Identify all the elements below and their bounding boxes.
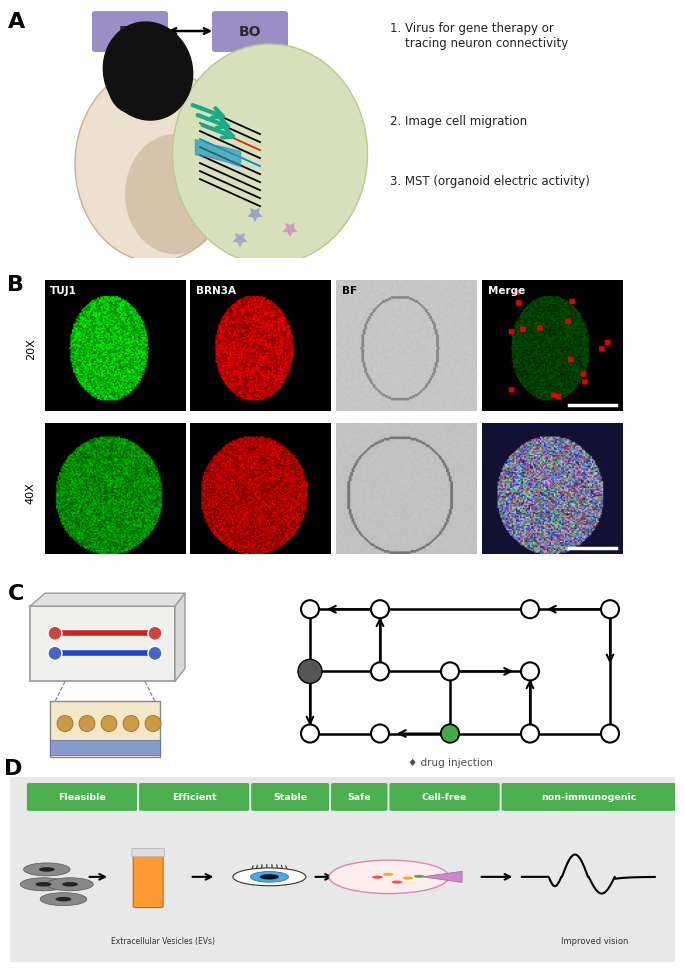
Text: 2. Image cell migration: 2. Image cell migration xyxy=(390,115,527,128)
Ellipse shape xyxy=(103,22,193,121)
FancyBboxPatch shape xyxy=(92,12,168,53)
Circle shape xyxy=(47,878,93,891)
Text: C: C xyxy=(8,583,25,604)
Circle shape xyxy=(148,647,162,660)
Text: BF: BF xyxy=(342,286,357,296)
Circle shape xyxy=(521,725,539,743)
Circle shape xyxy=(39,868,55,871)
Text: non-immunogenic: non-immunogenic xyxy=(541,792,636,802)
Circle shape xyxy=(371,725,389,743)
FancyBboxPatch shape xyxy=(139,784,249,811)
Circle shape xyxy=(101,716,117,732)
FancyBboxPatch shape xyxy=(27,784,137,811)
Ellipse shape xyxy=(75,67,235,263)
Circle shape xyxy=(79,716,95,732)
Polygon shape xyxy=(232,234,247,248)
Circle shape xyxy=(40,893,87,906)
Text: TUJ1: TUJ1 xyxy=(50,286,77,296)
Text: 1. Virus for gene therapy or
    tracing neuron connectivity: 1. Virus for gene therapy or tracing neu… xyxy=(390,22,569,50)
Circle shape xyxy=(441,725,459,743)
FancyBboxPatch shape xyxy=(331,784,388,811)
Ellipse shape xyxy=(233,868,306,886)
Polygon shape xyxy=(422,871,462,882)
Circle shape xyxy=(601,725,619,743)
Circle shape xyxy=(372,875,383,878)
Circle shape xyxy=(329,860,449,894)
Circle shape xyxy=(392,880,402,883)
Circle shape xyxy=(301,601,319,618)
FancyBboxPatch shape xyxy=(390,784,499,811)
Circle shape xyxy=(23,863,70,876)
Polygon shape xyxy=(30,594,185,607)
Text: 3. MST (organoid electric activity): 3. MST (organoid electric activity) xyxy=(390,175,590,188)
FancyBboxPatch shape xyxy=(251,784,329,811)
FancyBboxPatch shape xyxy=(212,12,288,53)
Circle shape xyxy=(55,897,71,902)
Circle shape xyxy=(48,626,62,641)
Circle shape xyxy=(250,871,288,882)
Text: Efficient: Efficient xyxy=(172,792,216,802)
Circle shape xyxy=(298,659,322,684)
FancyBboxPatch shape xyxy=(678,784,685,811)
Circle shape xyxy=(48,647,62,660)
FancyBboxPatch shape xyxy=(3,775,682,964)
Polygon shape xyxy=(50,701,160,757)
Text: Improved vision: Improved vision xyxy=(561,936,629,946)
Circle shape xyxy=(383,873,393,876)
Circle shape xyxy=(301,662,319,681)
Bar xyxy=(50,740,160,755)
Text: A: A xyxy=(8,12,25,32)
Circle shape xyxy=(21,878,66,891)
Circle shape xyxy=(521,601,539,618)
Text: Extracellular Vesicles (EVs): Extracellular Vesicles (EVs) xyxy=(111,936,215,946)
Polygon shape xyxy=(175,594,185,682)
Circle shape xyxy=(123,716,139,732)
Circle shape xyxy=(414,875,425,878)
Text: ♦ drug injection: ♦ drug injection xyxy=(408,757,493,767)
Polygon shape xyxy=(282,224,297,238)
Text: B: B xyxy=(7,275,24,295)
FancyBboxPatch shape xyxy=(133,850,163,908)
Polygon shape xyxy=(247,208,262,223)
Circle shape xyxy=(601,601,619,618)
Text: Stable: Stable xyxy=(273,792,307,802)
Circle shape xyxy=(36,882,51,886)
Circle shape xyxy=(371,662,389,681)
Circle shape xyxy=(145,716,161,732)
Circle shape xyxy=(521,662,539,681)
Circle shape xyxy=(301,725,319,743)
Circle shape xyxy=(260,874,279,879)
Ellipse shape xyxy=(173,45,367,265)
Circle shape xyxy=(371,601,389,618)
FancyBboxPatch shape xyxy=(501,784,676,811)
Circle shape xyxy=(441,725,459,743)
Circle shape xyxy=(441,662,459,681)
FancyBboxPatch shape xyxy=(132,849,164,857)
Text: Fleasible: Fleasible xyxy=(58,792,106,802)
Circle shape xyxy=(148,626,162,641)
Text: Safe: Safe xyxy=(347,792,371,802)
Text: BRN3A: BRN3A xyxy=(196,286,236,296)
Circle shape xyxy=(62,882,78,886)
Circle shape xyxy=(403,876,413,879)
Ellipse shape xyxy=(108,45,163,114)
Text: 20X: 20X xyxy=(26,338,36,360)
Ellipse shape xyxy=(125,135,225,255)
Text: BO: BO xyxy=(239,25,261,39)
Text: RO: RO xyxy=(119,25,141,39)
Text: 40X: 40X xyxy=(26,482,36,503)
Polygon shape xyxy=(30,607,175,682)
Circle shape xyxy=(57,716,73,732)
Text: D: D xyxy=(3,758,22,778)
Text: Merge: Merge xyxy=(488,286,525,296)
Text: Cell-free: Cell-free xyxy=(422,792,467,802)
